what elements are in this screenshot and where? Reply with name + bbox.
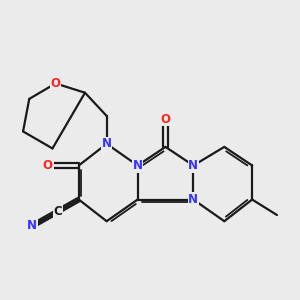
Text: C: C [53, 205, 62, 218]
Text: N: N [188, 159, 198, 172]
Text: N: N [188, 193, 198, 206]
Text: O: O [43, 159, 53, 172]
Text: O: O [160, 112, 170, 125]
Text: O: O [51, 77, 61, 90]
Text: N: N [102, 137, 112, 150]
Text: N: N [133, 159, 142, 172]
Text: N: N [27, 219, 37, 232]
